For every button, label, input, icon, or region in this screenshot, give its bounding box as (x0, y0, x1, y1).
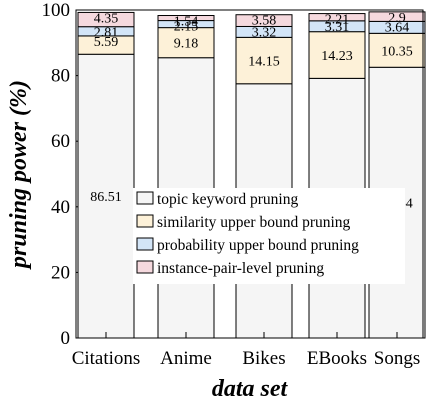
data-label: 5.59 (94, 35, 119, 50)
bar-segment (235, 36, 293, 85)
legend-background (133, 188, 405, 284)
x-tick-label: Citations (72, 348, 141, 369)
data-label: 3.58 (252, 14, 277, 29)
bar-segment (235, 14, 293, 27)
legend: topic keyword pruning similarity upper bo… (133, 188, 405, 284)
data-label: 2.81 (94, 26, 119, 41)
y-tick-label: 60 (51, 131, 70, 152)
bar-segment (368, 32, 426, 68)
legend-swatch (136, 237, 154, 251)
y-tick-label: 100 (42, 0, 71, 21)
legend-label: topic keyword pruning (157, 191, 298, 208)
x-tick-label: Songs (374, 348, 420, 369)
x-tick-label: Bikes (242, 348, 285, 369)
data-label: 3.32 (252, 25, 277, 40)
data-label: 2.9 (388, 11, 406, 26)
data-label: 3.64 (385, 20, 410, 35)
data-label: 86.51 (90, 190, 122, 205)
data-label: 4.35 (94, 11, 119, 26)
bars-group: 86.515.592.814.3585.459.182.151.5477.511… (77, 11, 426, 339)
bar-segment (157, 15, 215, 22)
x-axis-title: data set (212, 376, 289, 402)
x-tick-label: EBooks (307, 348, 367, 369)
x-axis-ticks: Citations Anime Bikes EBooks Songs (72, 332, 420, 369)
data-label: 1.54 (174, 15, 199, 30)
y-tick-label: 80 (51, 66, 70, 87)
data-label: 10.35 (381, 44, 413, 59)
x-tick-label: Anime (160, 348, 212, 369)
y-axis-title: pruning power (%) (6, 80, 32, 270)
legend-label: probability upper bound pruning (157, 237, 359, 254)
legend-swatch (136, 191, 154, 205)
data-label: 3.31 (325, 20, 350, 35)
legend-label: similarity upper bound pruning (157, 214, 351, 231)
y-tick-label: 20 (51, 262, 70, 283)
bar-segment (308, 13, 366, 22)
y-tick-label: 40 (51, 197, 70, 218)
bar-segment (308, 31, 366, 79)
data-label: 14.15 (248, 55, 280, 70)
legend-label: instance-pair-level pruning (157, 260, 324, 277)
bar-segment (157, 27, 215, 59)
legend-swatch (136, 260, 154, 274)
bar-segment (77, 11, 135, 28)
plot-frame (75, 9, 424, 339)
data-label: 2.15 (174, 20, 199, 35)
data-label: 9.18 (174, 37, 199, 52)
y-tick-label: 0 (61, 328, 71, 349)
data-label: 14.23 (321, 49, 353, 64)
data-label: 2.21 (325, 13, 350, 28)
y-axis-ticks: 0 20 40 60 80 100 (42, 0, 423, 349)
legend-swatch (136, 214, 154, 228)
bar-segment (368, 11, 426, 22)
